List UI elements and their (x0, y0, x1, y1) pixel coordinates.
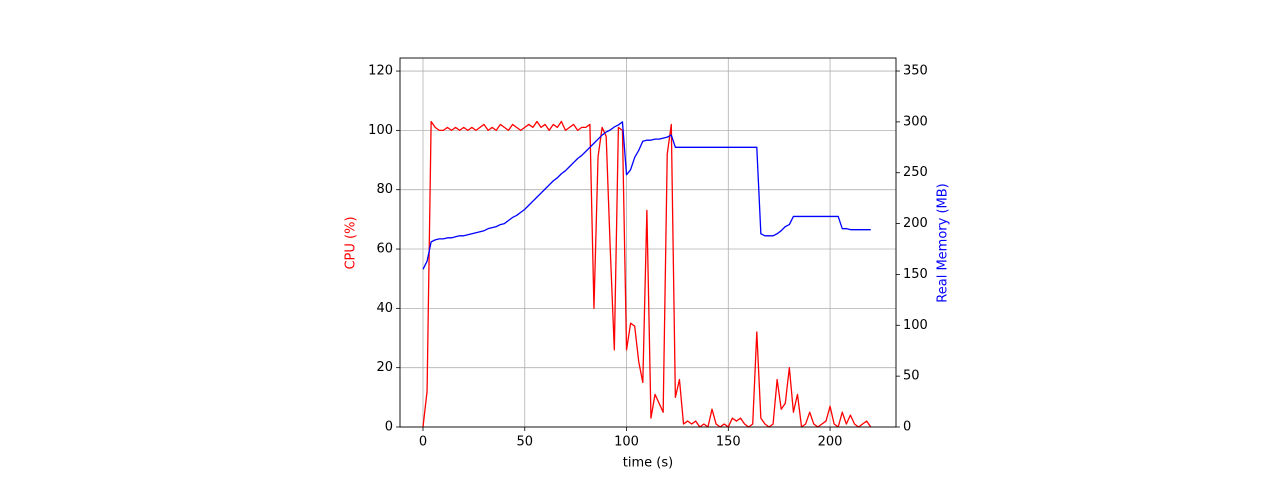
y-tick-label: 20 (376, 360, 393, 375)
data-line (422, 121, 871, 270)
y2-tick-label: 100 (903, 318, 928, 333)
x-tick-label: 0 (419, 435, 427, 450)
y-tick-label: 120 (368, 64, 393, 79)
y-tick-label: 0 (385, 420, 393, 435)
y-tick-label: 60 (376, 242, 393, 257)
y-tick-label: 80 (376, 182, 393, 197)
x-tick-label: 100 (614, 435, 639, 450)
x-tick-label: 200 (818, 435, 843, 450)
y2-tick-label: 200 (903, 216, 928, 231)
y2-tick-label: 150 (903, 267, 928, 282)
x-axis-label: time (s) (623, 456, 673, 471)
y-tick-label: 40 (376, 301, 393, 316)
y2-tick-label: 0 (903, 420, 911, 435)
plot-frame (399, 57, 897, 428)
y-tick-label: 100 (368, 123, 393, 138)
y2-tick-label: 300 (903, 114, 928, 129)
x-tick-label: 150 (716, 435, 741, 450)
y2-tick-label: 50 (903, 369, 920, 384)
y2-tick-label: 250 (903, 165, 928, 180)
data-line (422, 120, 872, 428)
y2-axis-label: Real Memory (MB) (936, 183, 951, 302)
x-tick-label: 50 (516, 435, 533, 450)
y2-tick-label: 350 (903, 64, 928, 79)
y-axis-label: CPU (%) (344, 216, 359, 269)
